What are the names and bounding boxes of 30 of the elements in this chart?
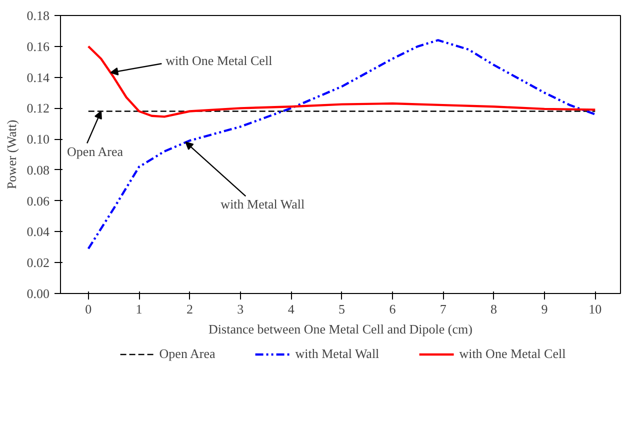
- legend-label: with One Metal Cell: [459, 346, 566, 362]
- x-tick-label: 0: [85, 302, 92, 316]
- x-tick-label: 8: [490, 302, 498, 316]
- y-axis-title: Power (Watt): [4, 120, 19, 190]
- line-series: [87, 45, 596, 118]
- legend-label: Open Area: [159, 346, 216, 362]
- x-tick-label: 4: [288, 302, 295, 316]
- y-tick-label: 0.00: [26, 286, 50, 301]
- x-tick-label: 5: [338, 302, 346, 316]
- y-tick-label: 0.14: [26, 70, 50, 85]
- x-tick-label: 10: [588, 302, 602, 316]
- y-tick-label: 0.10: [26, 132, 50, 147]
- x-tick-label: 9: [541, 302, 548, 316]
- y-tick-label: 0.04: [26, 224, 50, 240]
- x-axis-title: Distance between One Metal Cell and Dipole (cm): [208, 322, 472, 336]
- y-tick-label: 0.18: [26, 8, 50, 23]
- x-tick-label: 3: [237, 302, 244, 316]
- y-tick-label: 0.12: [26, 100, 50, 116]
- y-tick-label: 0.06: [26, 193, 50, 208]
- annotation: Open Area: [67, 144, 124, 159]
- y-tick-label: 0.08: [26, 162, 50, 178]
- annotation: with One Metal Cell: [166, 53, 273, 68]
- x-tick-label: 2: [186, 302, 193, 316]
- legend-label: with Metal Wall: [295, 346, 380, 362]
- x-tick-label: 1: [136, 302, 142, 316]
- x-tick-label: 6: [389, 302, 396, 316]
- annotation: with Metal Wall: [220, 196, 305, 212]
- y-tick-label: 0.16: [26, 38, 50, 54]
- x-tick-label: 7: [440, 302, 447, 316]
- y-tick-label: 0.02: [26, 255, 50, 270]
